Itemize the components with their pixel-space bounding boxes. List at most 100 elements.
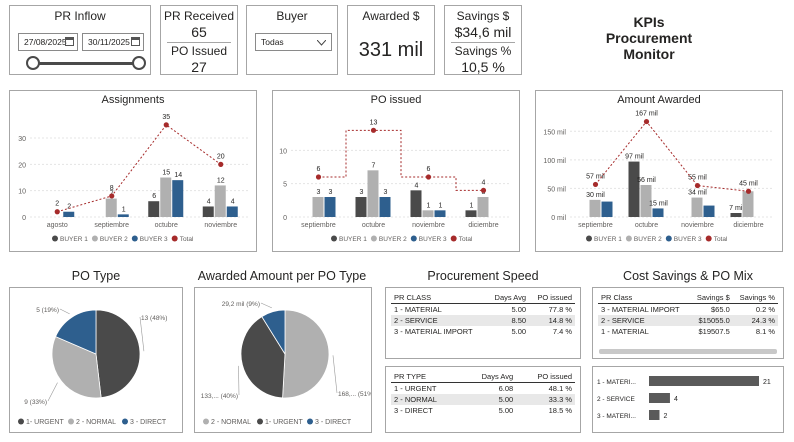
leader-line <box>332 355 338 394</box>
table-row[interactable]: 3 - MATERIAL IMPORT 5.00 7.4 % <box>391 326 575 337</box>
legend-marker <box>68 418 74 425</box>
date-start-input[interactable]: 27/08/2025 <box>18 33 78 51</box>
y-tick-label: 0 <box>22 215 26 222</box>
table-cell: 3 - MATERIAL IMPORT <box>601 305 680 314</box>
slider-start-handle[interactable] <box>26 56 40 70</box>
date-range-slider[interactable] <box>32 62 144 65</box>
legend-label: 2 - NORMAL <box>76 419 116 426</box>
bar <box>160 177 172 217</box>
column-header[interactable]: PO issued <box>529 292 575 304</box>
total-line <box>318 129 484 191</box>
legend-label: 1- URGENT <box>26 419 64 426</box>
data-label: 3 <box>360 189 364 196</box>
legend-marker <box>307 418 313 425</box>
pie-slice <box>261 309 286 356</box>
legend-label: BUYER 1 <box>594 236 622 243</box>
awarded-value: 331 mil <box>358 39 424 61</box>
page-title-line1: KPIs <box>633 14 665 30</box>
bar <box>465 210 477 217</box>
table-row[interactable]: 1 - MATERIAL $19507.5 8.1 % <box>598 326 778 337</box>
legend-marker <box>131 235 138 242</box>
divider <box>167 42 231 43</box>
table-row[interactable]: 3 - DIRECT 5.00 18.5 % <box>391 405 575 416</box>
buyer-label: Buyer <box>276 9 308 23</box>
buyer-dropdown[interactable]: Todas <box>255 33 332 51</box>
data-label: 4 <box>231 198 235 205</box>
data-label: 3 <box>317 189 321 196</box>
pr-received-card: PR Received 65 PO Issued 27 <box>160 5 238 75</box>
table-cell: 24.3 % <box>732 315 778 326</box>
pie-slice <box>51 336 102 399</box>
table-cell: $19507.5 <box>698 327 730 336</box>
total-point <box>54 209 60 215</box>
data-label: 1 <box>122 206 126 213</box>
bar <box>105 198 117 217</box>
procurement-speed-title: Procurement Speed <box>427 269 539 283</box>
x-tick-label: octubre <box>155 222 178 229</box>
savings-value: $34,6 mil <box>454 24 512 40</box>
data-label: 15 <box>162 170 170 177</box>
pr-received-label: PR Received <box>163 9 235 23</box>
table-cell: 8.1 % <box>755 327 775 336</box>
table-cell: 18.5 % <box>548 406 572 415</box>
bar <box>589 199 601 217</box>
legend-label: BUYER 2 <box>634 236 662 243</box>
y-tick-label: 20 <box>18 162 26 169</box>
po-mix-chart-card: 1 - MATERI... 21 2 - SERVICE 4 3 - MATERI...… <box>592 366 784 433</box>
column-header[interactable]: PR TYPE <box>391 371 462 383</box>
x-tick-label: noviembre <box>204 222 237 229</box>
total-point <box>163 122 169 128</box>
divider <box>451 42 515 43</box>
bar <box>434 210 446 217</box>
table-row[interactable]: 2 - SERVICE 8.50 14.8 % <box>391 315 575 326</box>
x-tick-label: septiembre <box>301 222 336 229</box>
legend-label: BUYER 3 <box>140 236 168 243</box>
column-header[interactable]: PR CLASS <box>391 292 487 304</box>
column-header[interactable]: Days Avg <box>486 292 530 304</box>
data-label: 3 <box>329 189 333 196</box>
x-tick-label: octubre <box>362 222 385 229</box>
total-point <box>315 174 322 180</box>
column-header[interactable]: Days Avg <box>461 371 517 383</box>
table-row[interactable]: 1 - URGENT 6.08 48.1 % <box>391 383 575 395</box>
horizontal-scrollbar[interactable] <box>599 349 777 354</box>
table-row[interactable]: 3 - MATERIAL IMPORT $65.0 0.2 % <box>598 304 778 316</box>
pr-inflow-slicer: PR Inflow 27/08/2025 30/11/2025 <box>9 5 151 75</box>
slice-label: 5 (19%) <box>36 307 59 314</box>
date-end-input[interactable]: 30/11/2025 <box>82 33 144 51</box>
legend-marker <box>625 235 632 242</box>
y-tick-label: 150 mil <box>543 129 566 136</box>
legend-marker <box>705 235 712 242</box>
column-header[interactable]: PR Class <box>598 292 691 304</box>
slider-end-handle[interactable] <box>132 56 146 70</box>
awarded-per-type-pie: 168,... (51%) 133,... (40%) 29,2 mil (9%) 2… <box>201 301 375 426</box>
data-label: 4 <box>415 182 419 189</box>
data-label: 7 mil <box>729 205 744 212</box>
total-label: 6 <box>427 166 431 173</box>
bar <box>202 206 214 217</box>
pie-slice <box>95 309 141 399</box>
table-row[interactable]: 1 - MATERIAL 5.00 77.8 % <box>391 304 575 316</box>
calendar-icon[interactable] <box>65 37 74 46</box>
legend-marker <box>171 235 178 242</box>
table-cell: 5.00 <box>511 305 527 314</box>
legend-marker <box>257 418 263 425</box>
bar <box>422 210 434 217</box>
column-header[interactable]: PO issued <box>516 371 575 383</box>
page-title-line2: Procurement <box>605 30 693 46</box>
table-cell: 2 - NORMAL <box>391 394 462 405</box>
cost-savings-table: PR Class Savings $ Savings % 3 - MATERIAL I… <box>598 292 778 337</box>
bar <box>355 197 367 217</box>
column-header[interactable]: Savings $ <box>690 292 733 304</box>
table-row[interactable]: 2 - SERVICE $15055.0 24.3 % <box>598 315 778 326</box>
table-row[interactable]: 2 - NORMAL 5.00 33.3 % <box>391 394 575 405</box>
y-tick-label: 10 <box>18 189 26 196</box>
x-tick-label: noviembre <box>681 222 714 229</box>
bar <box>477 197 489 217</box>
bar <box>649 393 670 403</box>
column-header[interactable]: Savings % <box>732 292 778 304</box>
table-cell: 33.3 % <box>516 394 575 405</box>
data-label: 3 <box>384 189 388 196</box>
leader-line <box>139 316 145 352</box>
calendar-icon[interactable] <box>131 37 140 46</box>
